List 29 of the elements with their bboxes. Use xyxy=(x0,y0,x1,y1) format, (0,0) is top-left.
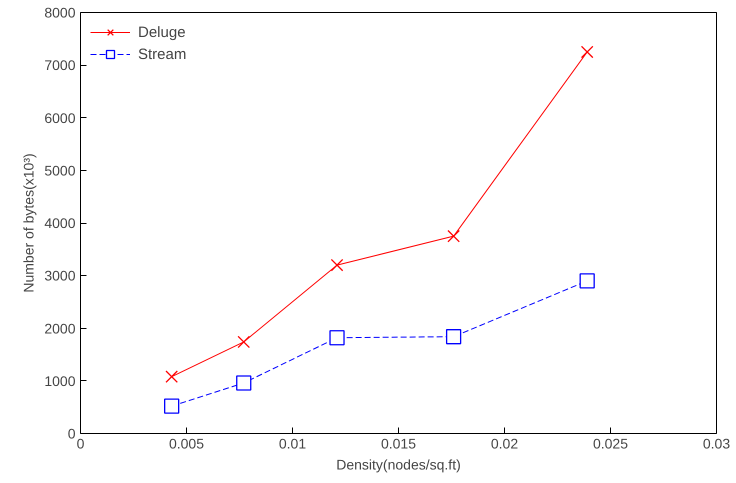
x-tick-label: 0.025 xyxy=(592,436,628,452)
point xyxy=(237,336,250,348)
x-tick-label: 0.01 xyxy=(278,436,306,452)
point xyxy=(580,273,595,289)
y-tick-label: 1000 xyxy=(44,372,76,389)
point xyxy=(164,398,180,414)
y-tick-label: 0 xyxy=(68,426,76,442)
y-tick-label: 6000 xyxy=(44,110,76,126)
x-axis-title: Density(nodes/sq.ft) xyxy=(336,456,461,472)
point xyxy=(447,230,460,242)
point xyxy=(329,330,345,346)
point xyxy=(446,329,462,344)
point xyxy=(165,370,178,383)
y-axis-title: Number of bytes(x10³) xyxy=(20,153,36,293)
point xyxy=(580,46,594,58)
legend-label: Deluge xyxy=(138,24,186,40)
y-tick-label: 7000 xyxy=(44,57,76,74)
x-tick-label: 0.03 xyxy=(702,436,730,452)
y-tick-label: 8000 xyxy=(44,4,76,20)
x-tick-label: 0.015 xyxy=(380,436,416,452)
x-tick-label: 0.02 xyxy=(490,436,518,452)
y-tick-label: 2000 xyxy=(44,320,76,336)
legend-label: Stream xyxy=(138,46,186,62)
y-tick-label: 3000 xyxy=(44,268,76,284)
y-tick-label: 4000 xyxy=(44,215,76,231)
x-tick-label: 0.005 xyxy=(168,436,204,452)
point xyxy=(330,258,344,272)
y-tick-label: 5000 xyxy=(44,162,76,178)
point xyxy=(236,375,252,391)
